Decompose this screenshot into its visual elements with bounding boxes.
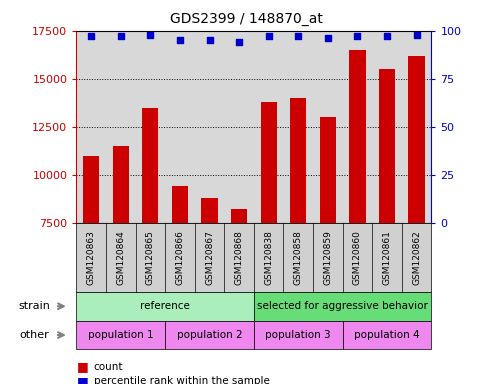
Text: reference: reference [140,301,190,311]
Point [176,37,184,43]
Point [117,33,125,40]
Text: GSM120866: GSM120866 [176,230,184,285]
Text: GSM120867: GSM120867 [205,230,214,285]
Point [294,33,302,40]
Text: GSM120861: GSM120861 [383,230,391,285]
Bar [408,56,425,367]
Bar [112,146,129,367]
Text: population 1: population 1 [88,330,154,340]
Text: ■: ■ [76,375,88,384]
Bar [260,102,277,367]
Point [383,33,391,40]
Bar [201,198,218,367]
Text: GSM120862: GSM120862 [412,230,421,285]
Point [353,33,361,40]
Text: GSM120858: GSM120858 [294,230,303,285]
Point [265,33,273,40]
Point [87,33,95,40]
Text: GSM120863: GSM120863 [87,230,96,285]
Text: percentile rank within the sample: percentile rank within the sample [94,376,270,384]
Text: population 3: population 3 [265,330,331,340]
Point [324,35,332,41]
Bar [83,156,100,367]
Text: GDS2399 / 148870_at: GDS2399 / 148870_at [170,12,323,25]
Text: count: count [94,362,123,372]
Bar [142,108,159,367]
Point [413,31,421,38]
Bar [349,50,365,367]
Text: selected for aggressive behavior: selected for aggressive behavior [257,301,428,311]
Text: population 4: population 4 [354,330,420,340]
Text: GSM120860: GSM120860 [353,230,362,285]
Text: strain: strain [18,301,50,311]
Bar [231,209,247,367]
Point [206,37,213,43]
Text: GSM120859: GSM120859 [323,230,332,285]
Bar [290,98,306,367]
Text: population 2: population 2 [176,330,243,340]
Text: other: other [20,330,49,340]
Text: GSM120868: GSM120868 [235,230,244,285]
Text: GSM120864: GSM120864 [116,230,125,285]
Bar [379,69,395,367]
Text: GSM120865: GSM120865 [146,230,155,285]
Point [235,39,243,45]
Bar [172,186,188,367]
Bar [320,117,336,367]
Point [146,31,154,38]
Text: GSM120838: GSM120838 [264,230,273,285]
Text: ■: ■ [76,360,88,373]
